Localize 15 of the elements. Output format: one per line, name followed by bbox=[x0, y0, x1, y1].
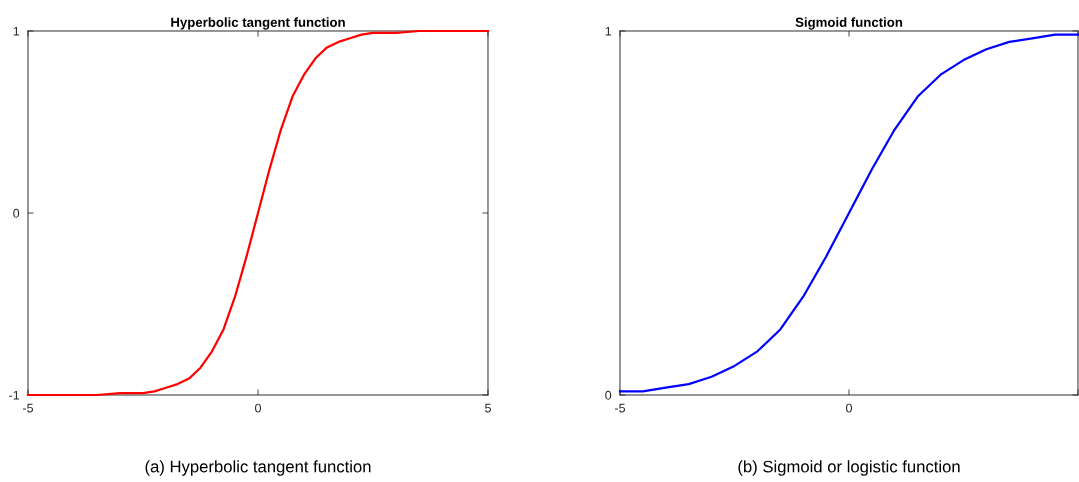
line-series bbox=[26, 29, 490, 397]
line-series bbox=[618, 33, 1079, 393]
text: (b) Sigmoid or logistic function bbox=[738, 460, 960, 476]
chart-title: Hyperbolic tangent function bbox=[171, 17, 345, 30]
y-tick-label: 1 bbox=[605, 26, 612, 36]
chart-title: Sigmoid function bbox=[795, 17, 903, 30]
x-tick-label: -5 bbox=[23, 403, 34, 413]
x-tick-label: 0 bbox=[846, 403, 852, 413]
x-tick-label: 5 bbox=[485, 403, 491, 413]
x-tick-label: 0 bbox=[255, 403, 261, 413]
text: (a) Hyperbolic tangent function bbox=[145, 460, 371, 476]
x-tick-label: -5 bbox=[615, 403, 626, 413]
y-tick-label: -1 bbox=[9, 390, 20, 400]
y-tick-label: 0 bbox=[13, 208, 20, 218]
y-tick-label: 1 bbox=[13, 26, 20, 36]
